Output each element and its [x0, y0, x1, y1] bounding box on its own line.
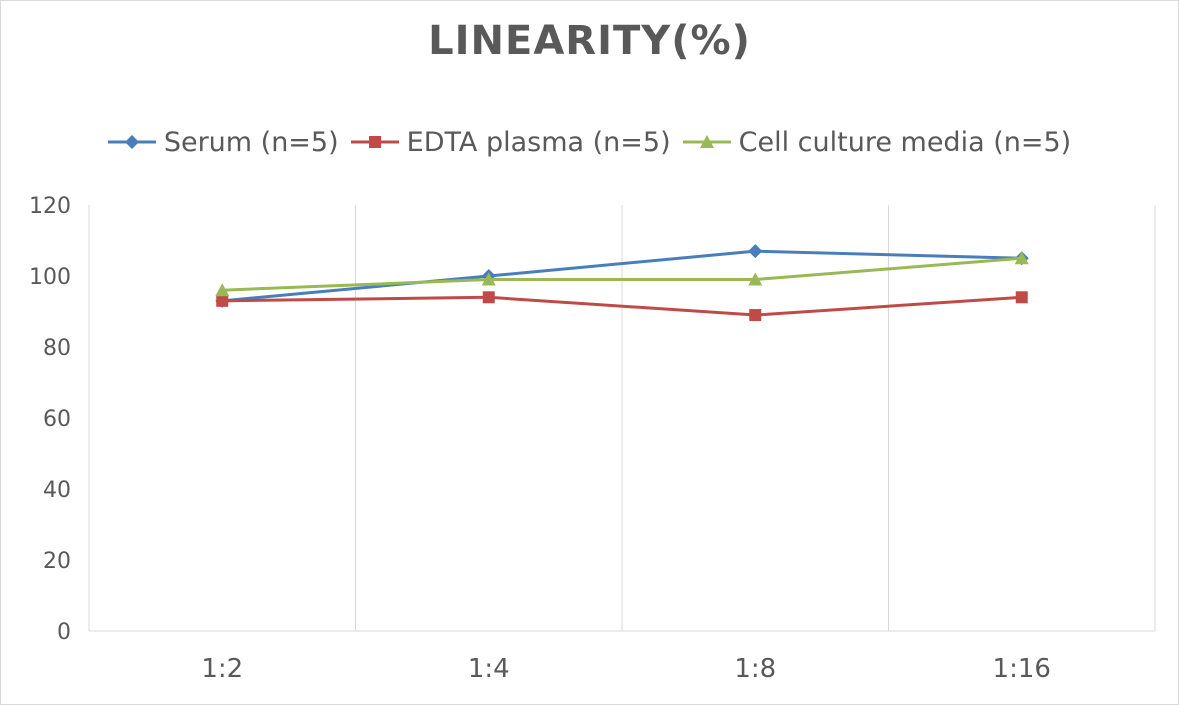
chart-title: LINEARITY(%) — [428, 18, 751, 64]
y-tick-label: 60 — [43, 407, 71, 432]
legend-marker-serum — [107, 135, 156, 149]
data-point-triangle — [481, 272, 496, 286]
data-point-triangle — [1014, 251, 1029, 265]
data-point-triangle — [215, 283, 230, 297]
legend-label-edta-plasma: EDTA plasma (n=5) — [406, 126, 671, 158]
x-tick-label: 1:16 — [993, 654, 1051, 684]
y-tick-label: 80 — [43, 336, 71, 361]
y-tick-label: 0 — [57, 620, 71, 645]
legend: Serum (n=5) EDTA plasma (n=5) Cell cultu… — [0, 122, 1179, 162]
legend-item-serum: Serum (n=5) — [107, 126, 339, 158]
legend-marker-cell-culture-media — [682, 135, 731, 148]
y-tick-label: 20 — [43, 549, 71, 574]
x-tick-label: 1:2 — [201, 654, 243, 684]
y-tick-label: 40 — [43, 478, 71, 503]
legend-item-cell-culture-media: Cell culture media (n=5) — [682, 126, 1072, 158]
x-tick-label: 1:8 — [734, 654, 776, 684]
legend-label-cell-culture-media: Cell culture media (n=5) — [738, 126, 1072, 158]
legend-item-edta-plasma: EDTA plasma (n=5) — [350, 126, 671, 158]
series-line-2 — [222, 256, 1022, 292]
series-line-0 — [222, 249, 1022, 303]
data-point-square — [482, 291, 495, 304]
data-point-square — [1015, 291, 1028, 304]
data-point-square — [749, 309, 762, 322]
y-tick-label: 100 — [29, 265, 71, 290]
y-tick-label: 120 — [29, 194, 71, 219]
series-line-1 — [222, 295, 1022, 317]
data-point-square — [216, 294, 229, 307]
x-tick-label: 1:4 — [468, 654, 510, 684]
legend-marker-edta-plasma — [350, 136, 399, 148]
legend-label-serum: Serum (n=5) — [163, 126, 339, 158]
data-point-triangle — [748, 272, 763, 286]
data-point-diamond — [748, 244, 763, 259]
